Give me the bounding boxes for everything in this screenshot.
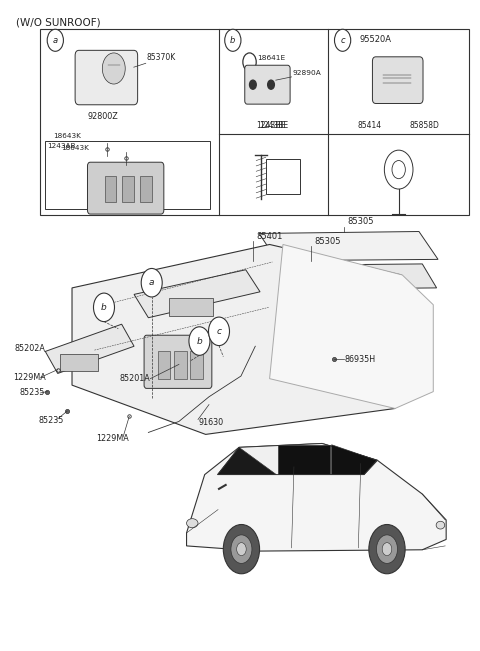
Text: 85370K: 85370K — [147, 53, 176, 62]
Text: 1243BE: 1243BE — [256, 121, 286, 130]
Text: a: a — [149, 278, 155, 287]
Bar — [266, 159, 300, 194]
Ellipse shape — [436, 521, 445, 529]
Text: b: b — [101, 303, 107, 312]
Text: 91630: 91630 — [198, 418, 223, 427]
Circle shape — [268, 80, 275, 89]
Bar — [122, 176, 134, 202]
Circle shape — [382, 543, 392, 555]
FancyBboxPatch shape — [372, 57, 423, 104]
Polygon shape — [72, 245, 401, 434]
Text: 86935H: 86935H — [344, 355, 375, 364]
Text: 85305: 85305 — [314, 237, 340, 246]
Bar — [174, 352, 187, 379]
Circle shape — [231, 535, 252, 563]
Text: 18641E: 18641E — [258, 55, 286, 61]
Text: 1243AB: 1243AB — [47, 143, 76, 149]
Circle shape — [237, 543, 246, 555]
Text: 85401: 85401 — [257, 232, 283, 241]
Text: 85235: 85235 — [20, 389, 45, 397]
Text: 85414: 85414 — [358, 121, 382, 130]
Text: 85202A: 85202A — [15, 344, 46, 353]
Circle shape — [376, 535, 397, 563]
Bar — [60, 354, 98, 371]
Text: 1243BE: 1243BE — [259, 121, 288, 130]
Polygon shape — [270, 245, 433, 408]
FancyBboxPatch shape — [87, 162, 164, 214]
Circle shape — [250, 80, 256, 89]
Bar — [158, 352, 170, 379]
Circle shape — [208, 317, 229, 346]
Text: 92890A: 92890A — [292, 70, 321, 76]
Polygon shape — [217, 443, 377, 475]
FancyBboxPatch shape — [75, 50, 138, 105]
Polygon shape — [134, 270, 260, 318]
Polygon shape — [259, 232, 438, 260]
Ellipse shape — [187, 519, 198, 528]
Bar — [191, 352, 203, 379]
Circle shape — [141, 268, 162, 297]
FancyBboxPatch shape — [144, 335, 212, 389]
Polygon shape — [217, 447, 276, 475]
Polygon shape — [45, 324, 134, 374]
Bar — [105, 176, 116, 202]
Circle shape — [223, 525, 260, 574]
Bar — [45, 141, 210, 209]
Text: 92800Z: 92800Z — [87, 112, 118, 121]
Polygon shape — [287, 264, 437, 289]
Text: 85858D: 85858D — [410, 121, 440, 130]
Text: 1229MA: 1229MA — [13, 373, 46, 382]
FancyBboxPatch shape — [245, 65, 290, 104]
Text: a: a — [53, 36, 58, 45]
Text: c: c — [216, 327, 221, 336]
Text: b: b — [230, 36, 236, 45]
Text: 85201A: 85201A — [120, 374, 151, 383]
Circle shape — [94, 293, 115, 322]
Text: b: b — [197, 337, 202, 346]
Circle shape — [102, 53, 125, 84]
Text: (W/O SUNROOF): (W/O SUNROOF) — [16, 18, 100, 27]
Circle shape — [225, 29, 241, 51]
Polygon shape — [278, 445, 330, 474]
Text: 1229MA: 1229MA — [96, 434, 129, 443]
Circle shape — [189, 327, 210, 355]
Text: c: c — [340, 36, 345, 45]
Text: 85235: 85235 — [38, 415, 64, 424]
Circle shape — [335, 29, 351, 51]
Bar — [39, 29, 469, 215]
Circle shape — [47, 29, 63, 51]
Polygon shape — [187, 443, 446, 551]
Circle shape — [369, 525, 405, 574]
Text: 18643K: 18643K — [53, 133, 81, 139]
Bar — [141, 176, 152, 202]
Text: 95520A: 95520A — [360, 35, 391, 44]
Polygon shape — [332, 445, 377, 475]
Bar — [169, 298, 213, 316]
Text: 85305: 85305 — [348, 217, 374, 227]
Text: 18643K: 18643K — [61, 145, 89, 150]
